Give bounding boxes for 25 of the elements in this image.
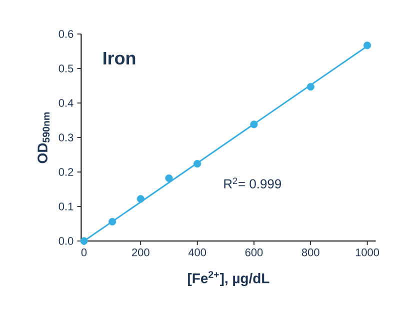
x-axis-title: [Fe$^{2+}$], µg/dL <box>188 271 270 286</box>
x-tick-label: 200 <box>132 248 150 256</box>
y-tick-label: 0.3 <box>58 134 74 142</box>
y-axis-title: OD$_{590nm}$ <box>38 112 50 164</box>
text: Iron <box>104 52 136 65</box>
x-tick-label: 600 <box>245 248 263 256</box>
annotation: R$^{2}$= 0.999 <box>224 178 281 188</box>
x-tick-label: 800 <box>302 248 320 256</box>
point <box>194 160 202 168</box>
y-tick-label: 0.1 <box>58 202 74 210</box>
x-tick-label: 0 <box>81 248 87 256</box>
point <box>108 218 116 226</box>
point <box>136 195 144 203</box>
y-tick-label: 0.0 <box>58 237 74 245</box>
point <box>80 237 88 245</box>
point <box>306 82 314 91</box>
y-tick-label: 0.5 <box>58 64 74 72</box>
point <box>250 120 258 128</box>
y-tick-label: 0.2 <box>58 168 74 176</box>
y-tick-label: 0.6 <box>58 30 74 38</box>
x-tick-label: 1000 <box>356 248 380 256</box>
point <box>165 174 173 182</box>
point <box>363 42 372 50</box>
x-tick-label: 400 <box>188 248 206 256</box>
y-tick-label: 0.4 <box>58 99 74 107</box>
